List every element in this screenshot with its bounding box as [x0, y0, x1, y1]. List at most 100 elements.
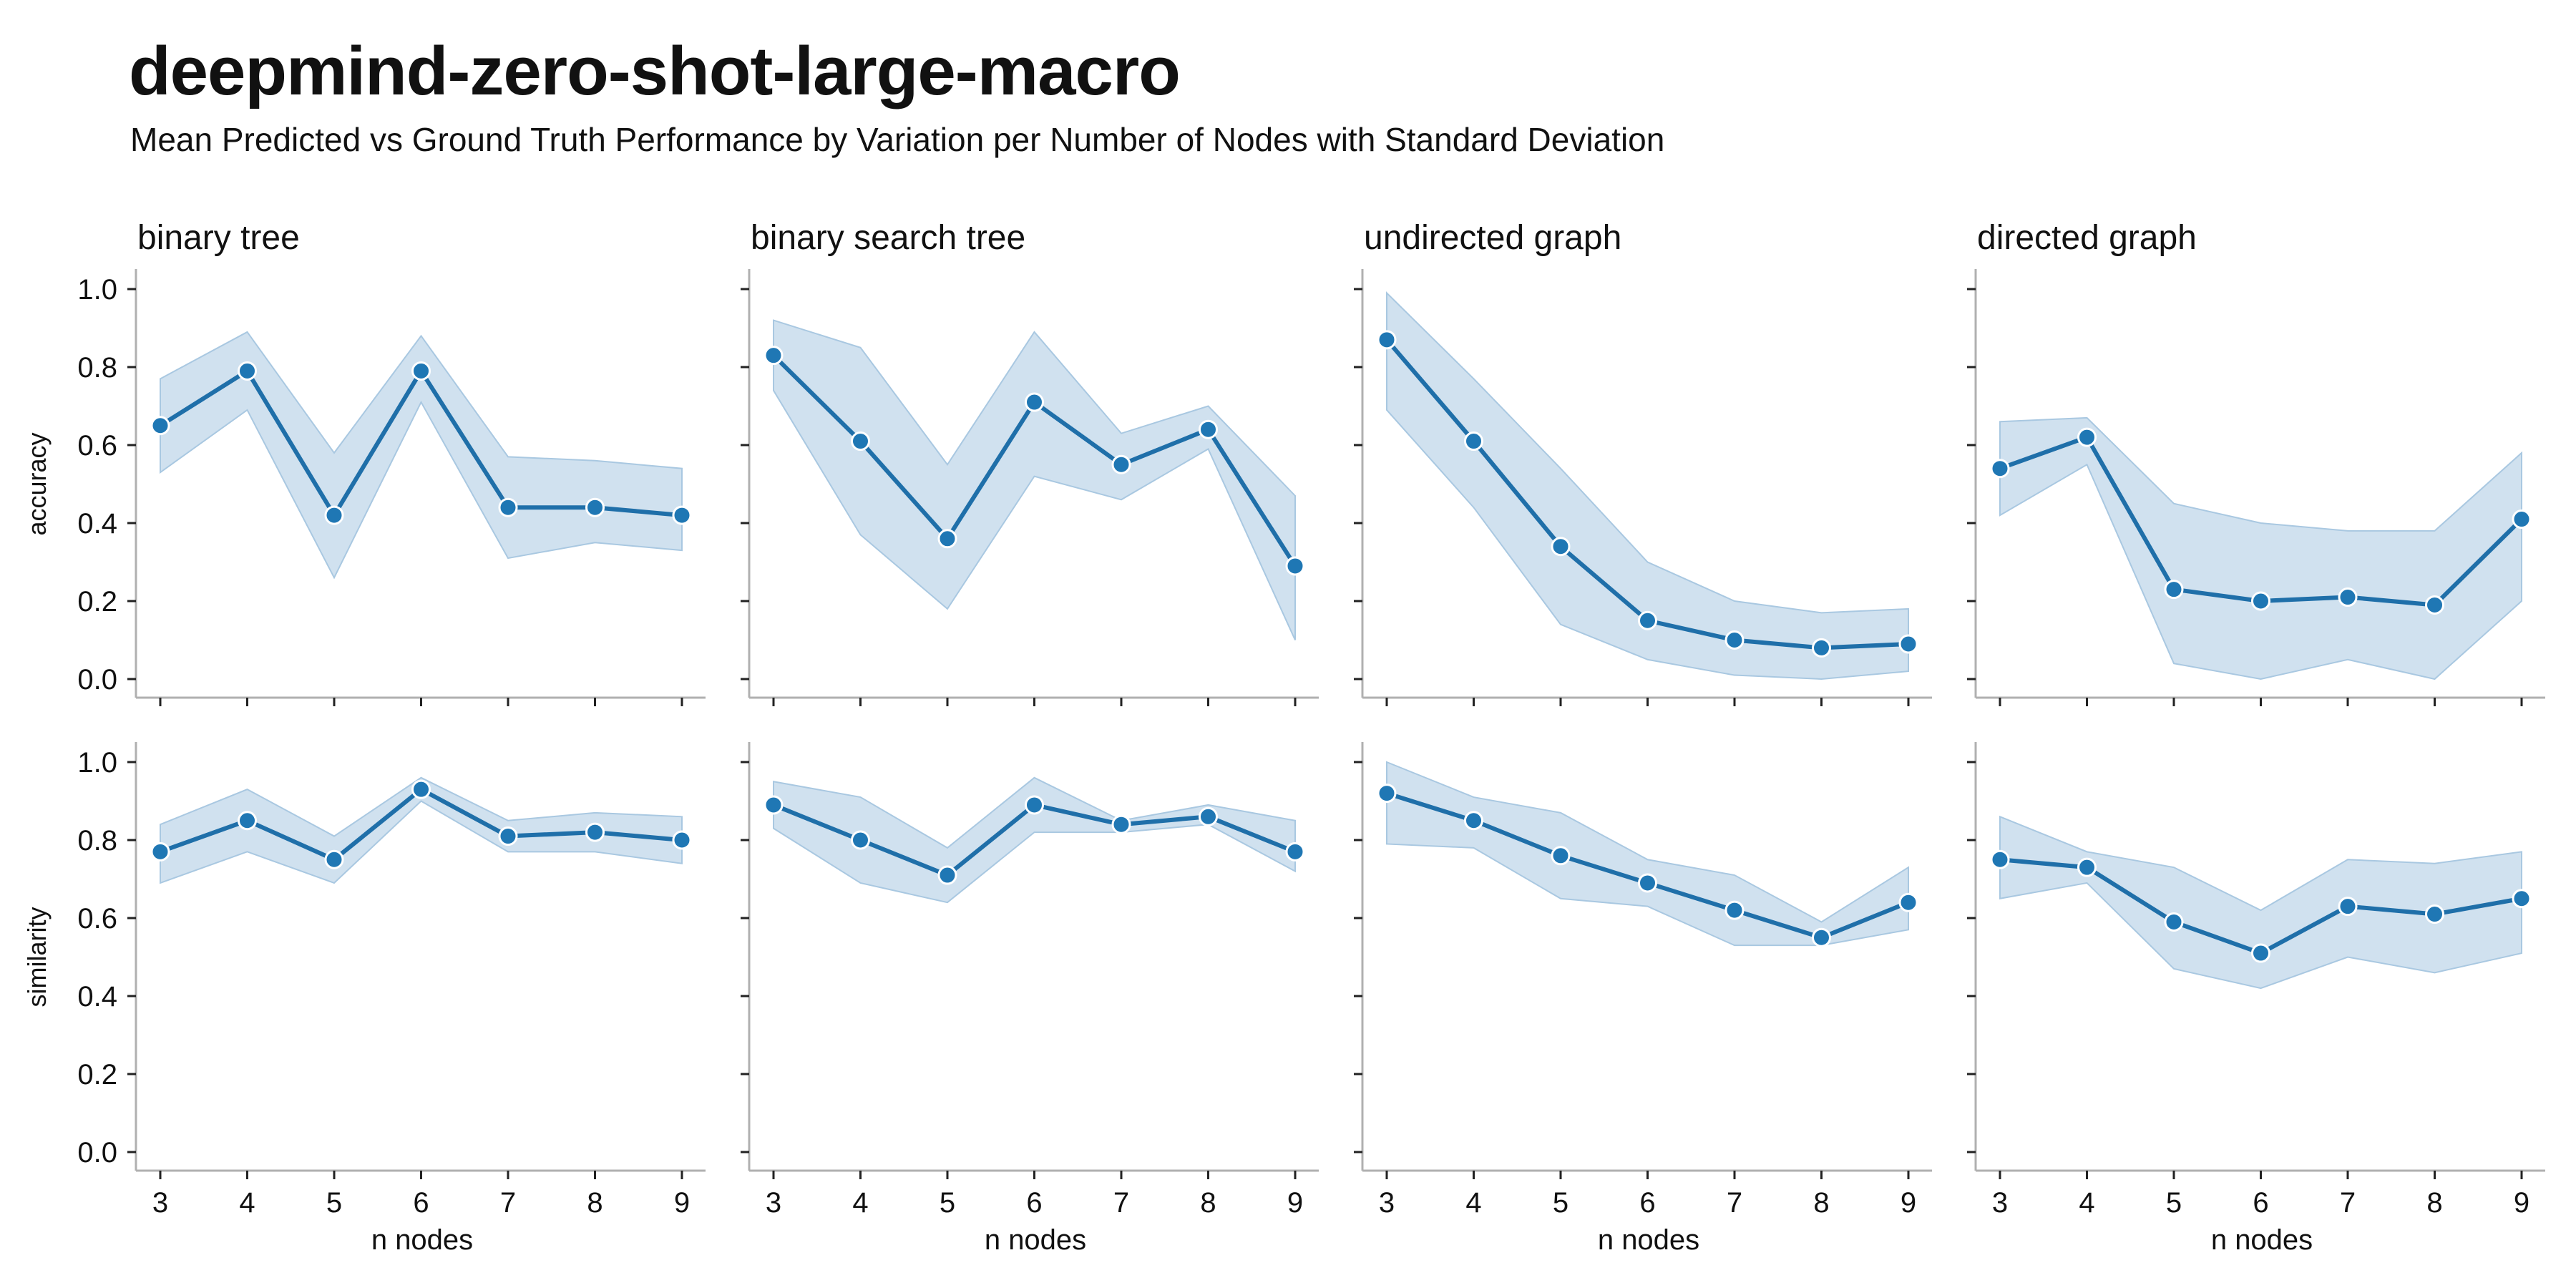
data-point: [411, 361, 431, 381]
panel-accuracy-undirected-graph: [1354, 269, 1932, 706]
column-title-binary-search-tree: binary search tree: [751, 219, 1025, 257]
data-point: [1812, 927, 1831, 947]
panel-similarity-binary-search-tree: 3 4 5 6 7 8 9 n nodes: [741, 742, 1319, 1256]
panel-similarity-undirected-graph: 3 4 5 6 7 8 9 n nodes: [1354, 742, 1932, 1256]
data-point: [1724, 900, 1745, 920]
y-tick-label: 0.6: [77, 430, 117, 462]
x-tick-label: 4: [239, 1187, 255, 1219]
std-band: [1999, 815, 2522, 990]
x-tick-label: 8: [2426, 1187, 2442, 1219]
y-tick-label: 0.4: [77, 508, 117, 540]
x-tick-label: 5: [326, 1187, 342, 1219]
data-point: [1285, 841, 1305, 862]
y-tick-label: 0.2: [77, 1059, 117, 1091]
data-point: [2425, 904, 2444, 924]
data-point: [2425, 595, 2444, 615]
std-band: [160, 331, 683, 580]
y-tick-label: 0.2: [77, 586, 117, 618]
data-point: [585, 822, 605, 842]
data-point: [2512, 889, 2532, 909]
y-tick-label: 0.6: [77, 903, 117, 935]
data-point: [1377, 330, 1397, 350]
data-point: [2512, 509, 2532, 530]
x-tick-label: 8: [1200, 1187, 1216, 1219]
column-title-undirected-graph: undirected graph: [1364, 219, 1621, 257]
data-point: [1638, 610, 1657, 630]
x-tick-label: 9: [1901, 1187, 1916, 1219]
x-tick-label: 7: [1113, 1187, 1129, 1219]
x-tick-label: 6: [1026, 1187, 1042, 1219]
x-tick-label: 3: [766, 1187, 781, 1219]
x-axis-label: n nodes: [1598, 1224, 1699, 1256]
x-tick-label: 5: [1553, 1187, 1568, 1219]
std-band: [1386, 761, 1909, 947]
x-tick-label: 8: [1813, 1187, 1829, 1219]
panel-accuracy-binary-tree: 0.0 0.2 0.4 0.6 0.8 1.0: [77, 269, 706, 706]
y-tick-label: 0.4: [77, 981, 117, 1013]
data-point: [324, 505, 344, 525]
data-point: [498, 497, 518, 517]
row-label-accuracy: accuracy: [22, 432, 52, 535]
data-point: [1990, 849, 2010, 869]
data-point: [937, 529, 957, 549]
data-point: [1025, 392, 1044, 412]
data-point: [1551, 537, 1571, 557]
data-point: [1812, 638, 1831, 658]
x-tick-label: 7: [1727, 1187, 1742, 1219]
x-axis-label: n nodes: [985, 1224, 1086, 1256]
x-axis-label: n nodes: [2211, 1224, 2313, 1256]
data-point: [672, 830, 692, 850]
data-point: [1111, 814, 1131, 834]
data-point: [1898, 892, 1918, 912]
x-tick-label: 4: [1465, 1187, 1481, 1219]
x-axis-label: n nodes: [371, 1224, 473, 1256]
x-tick-label: 3: [1379, 1187, 1395, 1219]
data-point: [672, 505, 692, 525]
chart-subtitle: Mean Predicted vs Ground Truth Performan…: [130, 121, 1665, 158]
y-tick-label: 0.8: [77, 352, 117, 384]
x-tick-label: 6: [413, 1187, 429, 1219]
row-label-similarity: similarity: [22, 907, 52, 1008]
x-tick-label: 4: [2079, 1187, 2094, 1219]
panel-similarity-directed-graph: 3 4 5 6 7 8 9 n nodes: [1967, 742, 2545, 1256]
data-point: [2338, 897, 2358, 917]
data-point: [2251, 943, 2270, 963]
data-point: [2251, 591, 2270, 611]
x-tick-label: 3: [152, 1187, 168, 1219]
data-point: [324, 849, 344, 869]
x-tick-label: 5: [2166, 1187, 2182, 1219]
data-point: [150, 416, 170, 436]
std-band: [160, 776, 683, 884]
data-point: [2338, 587, 2358, 608]
x-tick-label: 6: [1639, 1187, 1655, 1219]
data-point: [937, 865, 957, 885]
y-tick-label: 1.0: [77, 274, 117, 306]
data-point: [498, 826, 518, 847]
data-point: [1724, 630, 1745, 650]
data-point: [1199, 419, 1218, 439]
data-point: [1025, 795, 1044, 815]
x-tick-label: 5: [940, 1187, 955, 1219]
data-point: [1898, 634, 1918, 654]
std-band: [1999, 416, 2522, 680]
data-point: [1551, 846, 1571, 866]
std-band: [1386, 291, 1909, 680]
x-tick-label: 9: [674, 1187, 690, 1219]
data-point: [2077, 857, 2097, 877]
x-tick-label: 3: [1992, 1187, 2008, 1219]
x-tick-label: 6: [2253, 1187, 2268, 1219]
column-title-binary-tree: binary tree: [137, 219, 300, 257]
data-point: [1199, 806, 1218, 826]
data-point: [1638, 873, 1657, 893]
data-point: [2164, 912, 2184, 932]
data-point: [2077, 427, 2097, 447]
data-point: [851, 431, 870, 452]
data-point: [1464, 431, 1483, 452]
data-point: [1990, 459, 2010, 479]
data-point: [150, 841, 170, 862]
panel-similarity-binary-tree: 0.0 0.2 0.4 0.6 0.8 1.0 3 4 5 6 7 8 9 n nodes: [77, 742, 706, 1256]
data-point: [238, 811, 257, 831]
column-title-directed-graph: directed graph: [1977, 219, 2197, 257]
data-point: [1111, 454, 1131, 474]
